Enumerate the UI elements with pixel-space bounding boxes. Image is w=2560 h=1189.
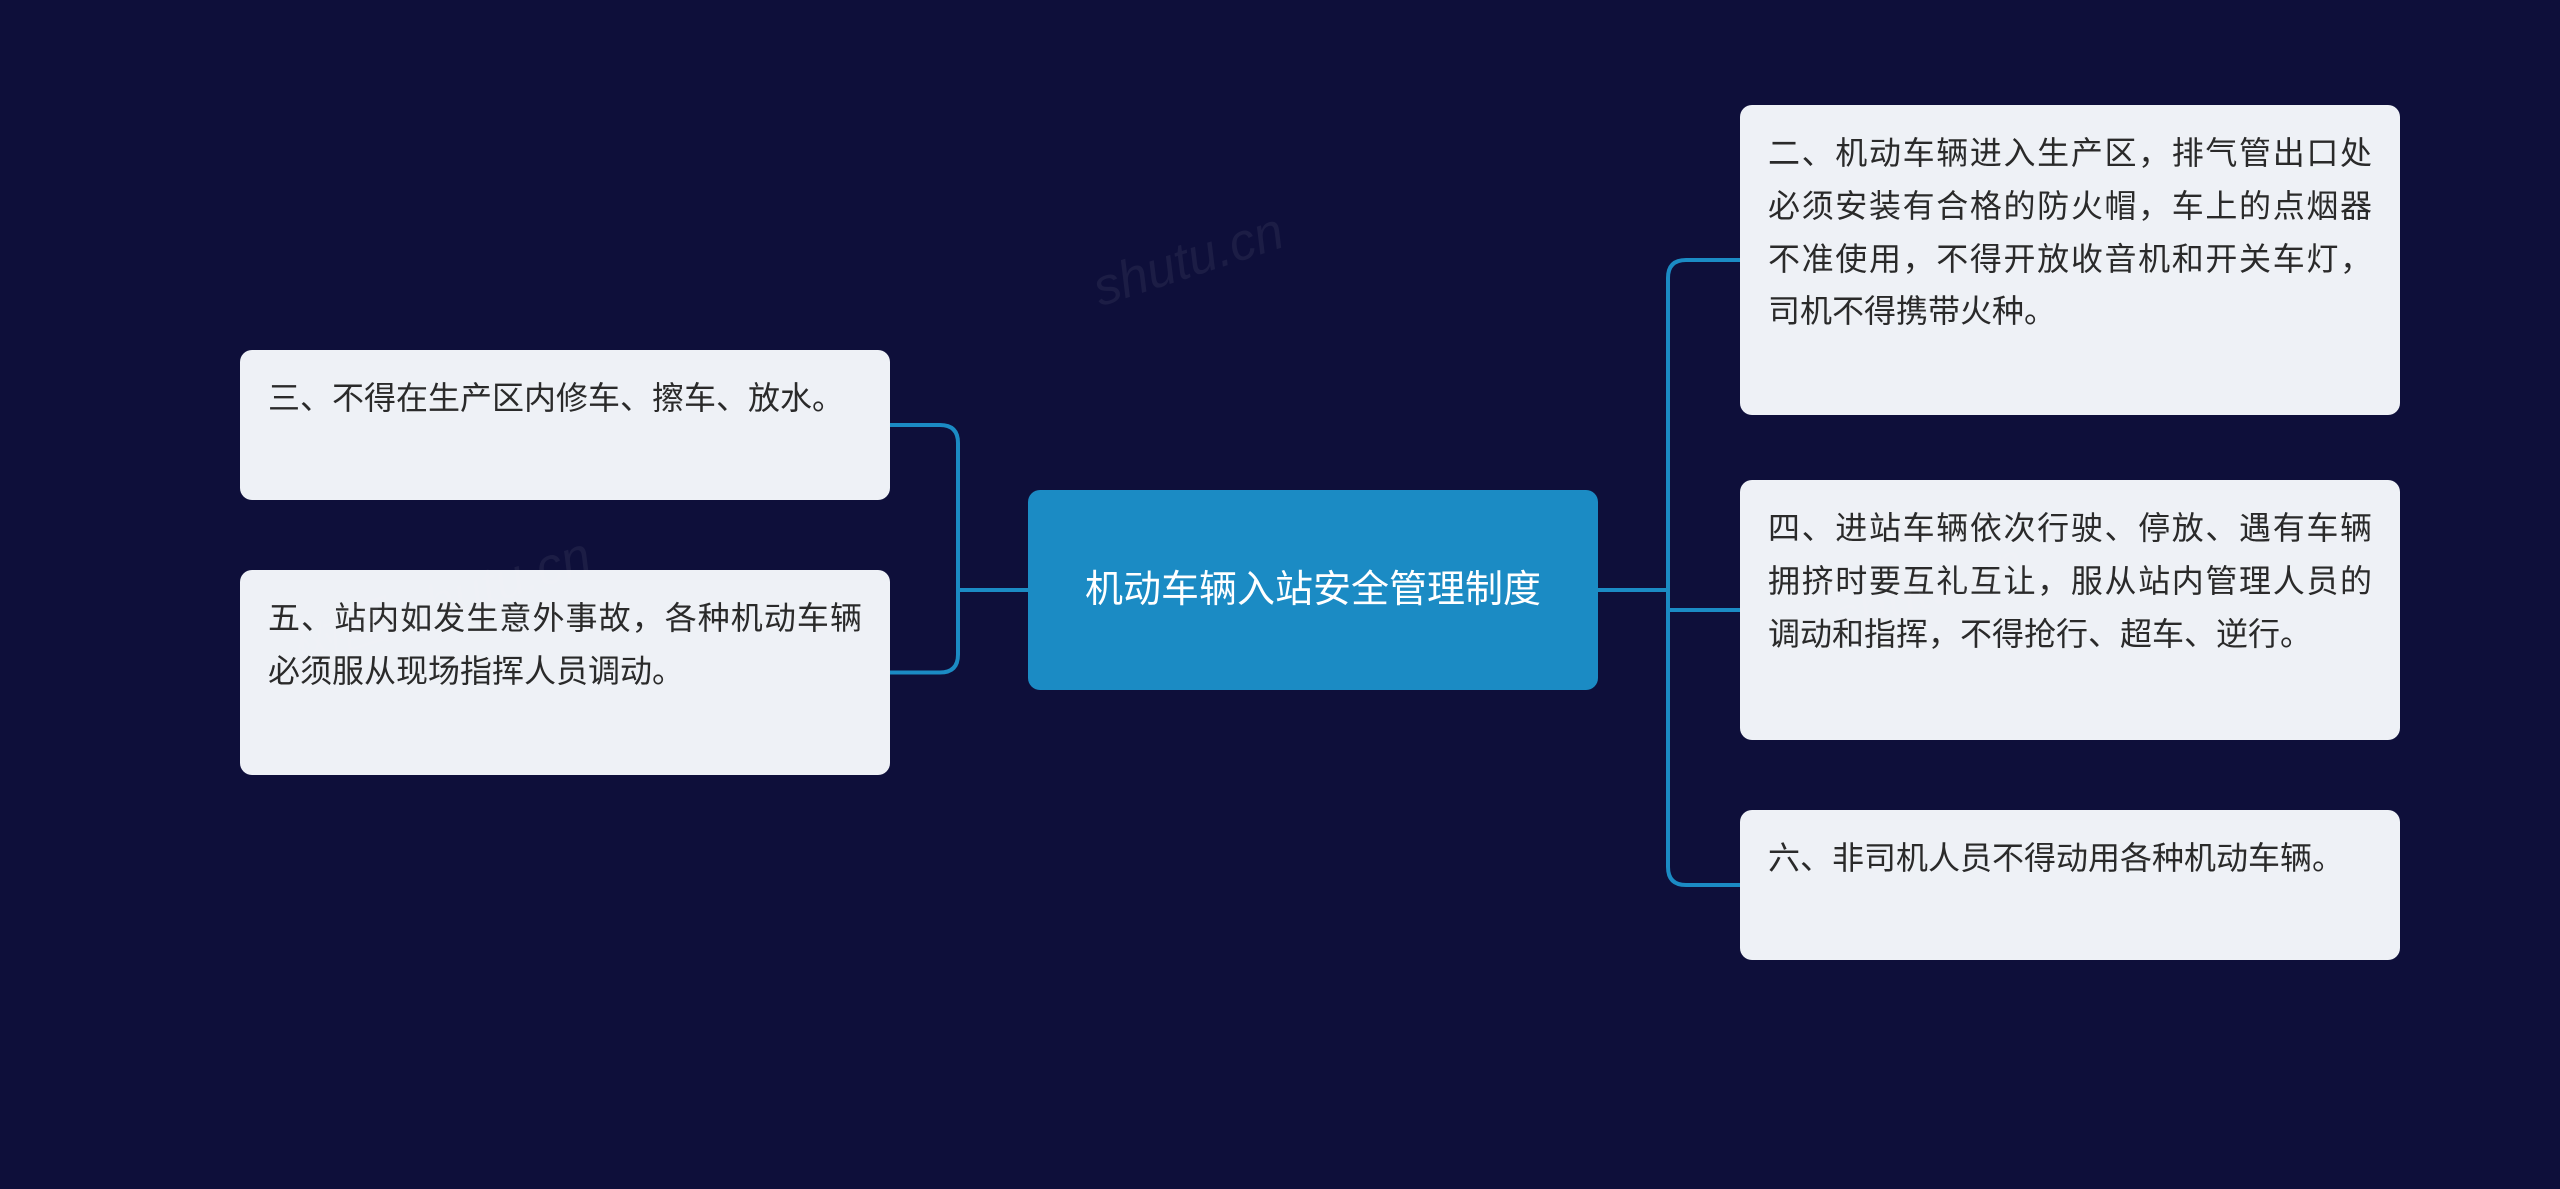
leaf-node-rule2[interactable]: 二、机动车辆进入生产区，排气管出口处必须安装有合格的防火帽，车上的点烟器不准使用…: [1740, 105, 2400, 415]
leaf-node-rule3[interactable]: 三、不得在生产区内修车、擦车、放水。: [240, 350, 890, 500]
connector-path: [1668, 590, 1740, 885]
leaf-node-label: 六、非司机人员不得动用各种机动车辆。: [1768, 840, 2344, 876]
leaf-node-rule5[interactable]: 五、站内如发生意外事故，各种机动车辆必须服从现场指挥人员调动。: [240, 570, 890, 775]
center-node-label: 机动车辆入站安全管理制度: [1085, 559, 1541, 622]
connector-path: [1668, 260, 1740, 590]
leaf-node-rule6[interactable]: 六、非司机人员不得动用各种机动车辆。: [1740, 810, 2400, 960]
connector-path: [890, 425, 958, 590]
leaf-node-label: 二、机动车辆进入生产区，排气管出口处必须安装有合格的防火帽，车上的点烟器不准使用…: [1768, 135, 2372, 329]
leaf-node-label: 三、不得在生产区内修车、擦车、放水。: [268, 380, 844, 416]
leaf-node-rule4[interactable]: 四、进站车辆依次行驶、停放、遇有车辆拥挤时要互礼互让，服从站内管理人员的调动和指…: [1740, 480, 2400, 740]
center-node[interactable]: 机动车辆入站安全管理制度: [1028, 490, 1598, 690]
watermark: shutu.cn: [1086, 201, 1291, 319]
connector-path: [890, 590, 958, 673]
leaf-node-label: 四、进站车辆依次行驶、停放、遇有车辆拥挤时要互礼互让，服从站内管理人员的调动和指…: [1768, 510, 2372, 652]
leaf-node-label: 五、站内如发生意外事故，各种机动车辆必须服从现场指挥人员调动。: [268, 600, 862, 689]
